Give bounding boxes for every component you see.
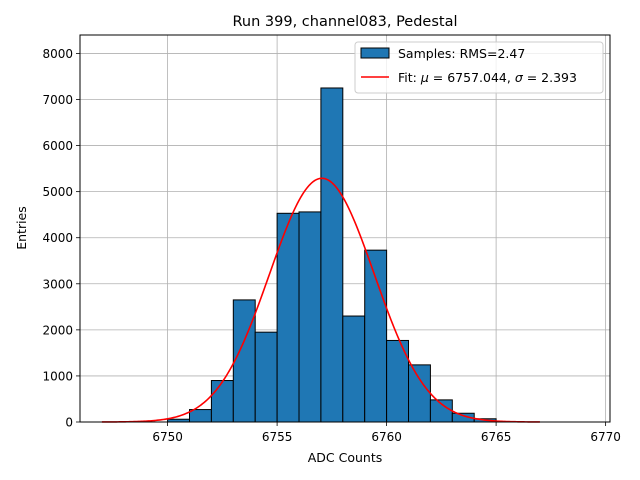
y-tick-label: 7000	[42, 93, 73, 107]
y-tick-label: 3000	[42, 277, 73, 291]
plot-frame	[79, 34, 611, 423]
x-tick-label: 6770	[590, 430, 621, 444]
legend-box	[354, 41, 604, 94]
legend-fit-prefix: Fit:	[398, 70, 421, 85]
y-tick-label: 2000	[42, 323, 73, 337]
histogram-bar	[408, 364, 431, 423]
legend-histogram-label: Samples: RMS=2.47	[398, 46, 525, 61]
x-tick-label: 6765	[481, 430, 512, 444]
x-tick-label: 6750	[152, 430, 183, 444]
legend-histogram-swatch	[360, 47, 390, 59]
fit-curve-group	[101, 177, 540, 423]
x-tick-label: 6760	[371, 430, 402, 444]
histogram-bar	[232, 299, 256, 423]
x-axis-label: ADC Counts	[308, 450, 383, 465]
y-tick-label: 1000	[42, 369, 73, 383]
legend-fit-sigma-symbol: σ	[515, 70, 524, 85]
histogram-bar	[320, 87, 344, 423]
chart-title: Run 399, channel083, Pedestal	[232, 14, 457, 30]
grid-lines	[80, 35, 610, 423]
histogram-bar	[342, 315, 366, 423]
legend-fit-mu-symbol: μ	[420, 70, 429, 85]
histogram-bar	[298, 211, 322, 423]
y-tick-label: 5000	[42, 185, 73, 199]
y-tick-label: 6000	[42, 139, 73, 153]
legend-fit-label: Fit: μ = 6757.044, σ = 2.393	[398, 70, 577, 85]
histogram-bar	[254, 331, 278, 423]
x-tick-label: 6755	[262, 430, 293, 444]
histogram-bar	[210, 380, 234, 423]
histogram-bars	[167, 87, 497, 423]
legend-fit-sigma-text: = 2.393	[523, 70, 577, 85]
y-tick-label: 0	[65, 416, 73, 430]
x-axis-ticks: 6750 6755 6760 6765 6770	[152, 422, 621, 444]
histogram-bar	[189, 409, 212, 423]
y-tick-label: 8000	[42, 47, 73, 61]
y-axis-label: Entries	[14, 206, 29, 250]
legend: Samples: RMS=2.47 Fit: μ = 6757.044, σ =…	[354, 41, 604, 94]
y-tick-label: 4000	[42, 231, 73, 245]
fit-curve	[101, 177, 540, 423]
y-axis-ticks: 0 1000 2000 3000 4000 5000 6000 7000 8000	[42, 47, 80, 430]
legend-fit-mu-text: = 6757.044,	[429, 70, 515, 85]
